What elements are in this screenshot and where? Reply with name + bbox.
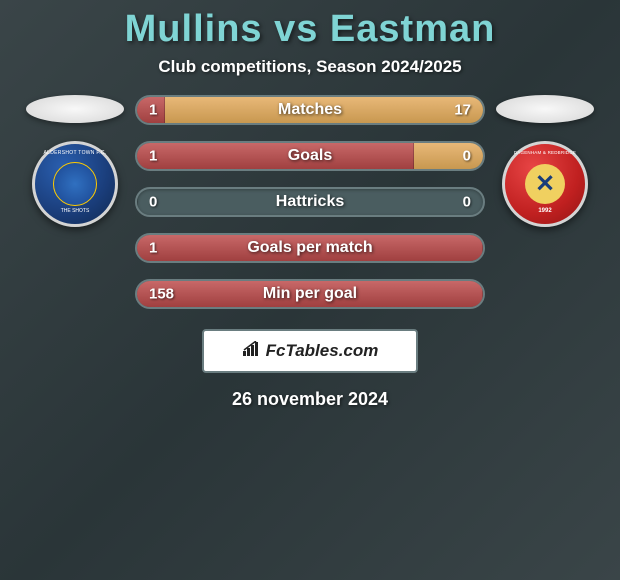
stat-bar-left-fill xyxy=(137,189,138,215)
stat-bars-container: 1 17 Matches 1 0 Goals 0 0 Hattricks 1 Goals per m… xyxy=(135,95,485,309)
team-badge-right xyxy=(502,141,588,227)
stat-value-left: 0 xyxy=(149,194,157,211)
stat-value-left: 1 xyxy=(149,148,157,165)
brand-text: FcTables.com xyxy=(266,341,379,361)
stat-value-right: 0 xyxy=(463,148,471,165)
page-subtitle: Club competitions, Season 2024/2025 xyxy=(0,57,620,77)
team-badge-left xyxy=(32,141,118,227)
stat-value-right: 0 xyxy=(463,194,471,211)
player-photo-placeholder-left xyxy=(26,95,124,123)
stat-value-left: 1 xyxy=(149,240,157,257)
comparison-infographic: Mullins vs Eastman Club competitions, Se… xyxy=(0,0,620,410)
stat-bar-right-fill xyxy=(414,143,483,169)
stat-label: Min per goal xyxy=(263,285,357,303)
brand-box: FcTables.com xyxy=(202,329,418,373)
stat-value-right: 17 xyxy=(454,102,471,119)
stat-label: Matches xyxy=(278,101,342,119)
stat-bar-row: 1 Goals per match xyxy=(135,233,485,263)
page-title: Mullins vs Eastman xyxy=(0,8,620,51)
right-team-column xyxy=(495,95,595,227)
left-team-column xyxy=(25,95,125,227)
player-photo-placeholder-right xyxy=(496,95,594,123)
stat-label: Goals xyxy=(288,147,332,165)
stat-bar-row: 0 0 Hattricks xyxy=(135,187,485,217)
lion-crest-icon xyxy=(53,162,97,206)
stat-label: Hattricks xyxy=(276,193,344,211)
stat-bar-row: 1 17 Matches xyxy=(135,95,485,125)
date-text: 26 november 2024 xyxy=(0,389,620,410)
chart-icon xyxy=(242,341,262,362)
stat-bar-left-fill xyxy=(137,143,414,169)
stat-value-left: 158 xyxy=(149,286,174,303)
main-row: 1 17 Matches 1 0 Goals 0 0 Hattricks 1 Goals per m… xyxy=(0,95,620,309)
hammers-crest-icon xyxy=(525,164,565,204)
stat-label: Goals per match xyxy=(247,239,372,257)
stat-bar-row: 158 Min per goal xyxy=(135,279,485,309)
stat-value-left: 1 xyxy=(149,102,157,119)
stat-bar-row: 1 0 Goals xyxy=(135,141,485,171)
